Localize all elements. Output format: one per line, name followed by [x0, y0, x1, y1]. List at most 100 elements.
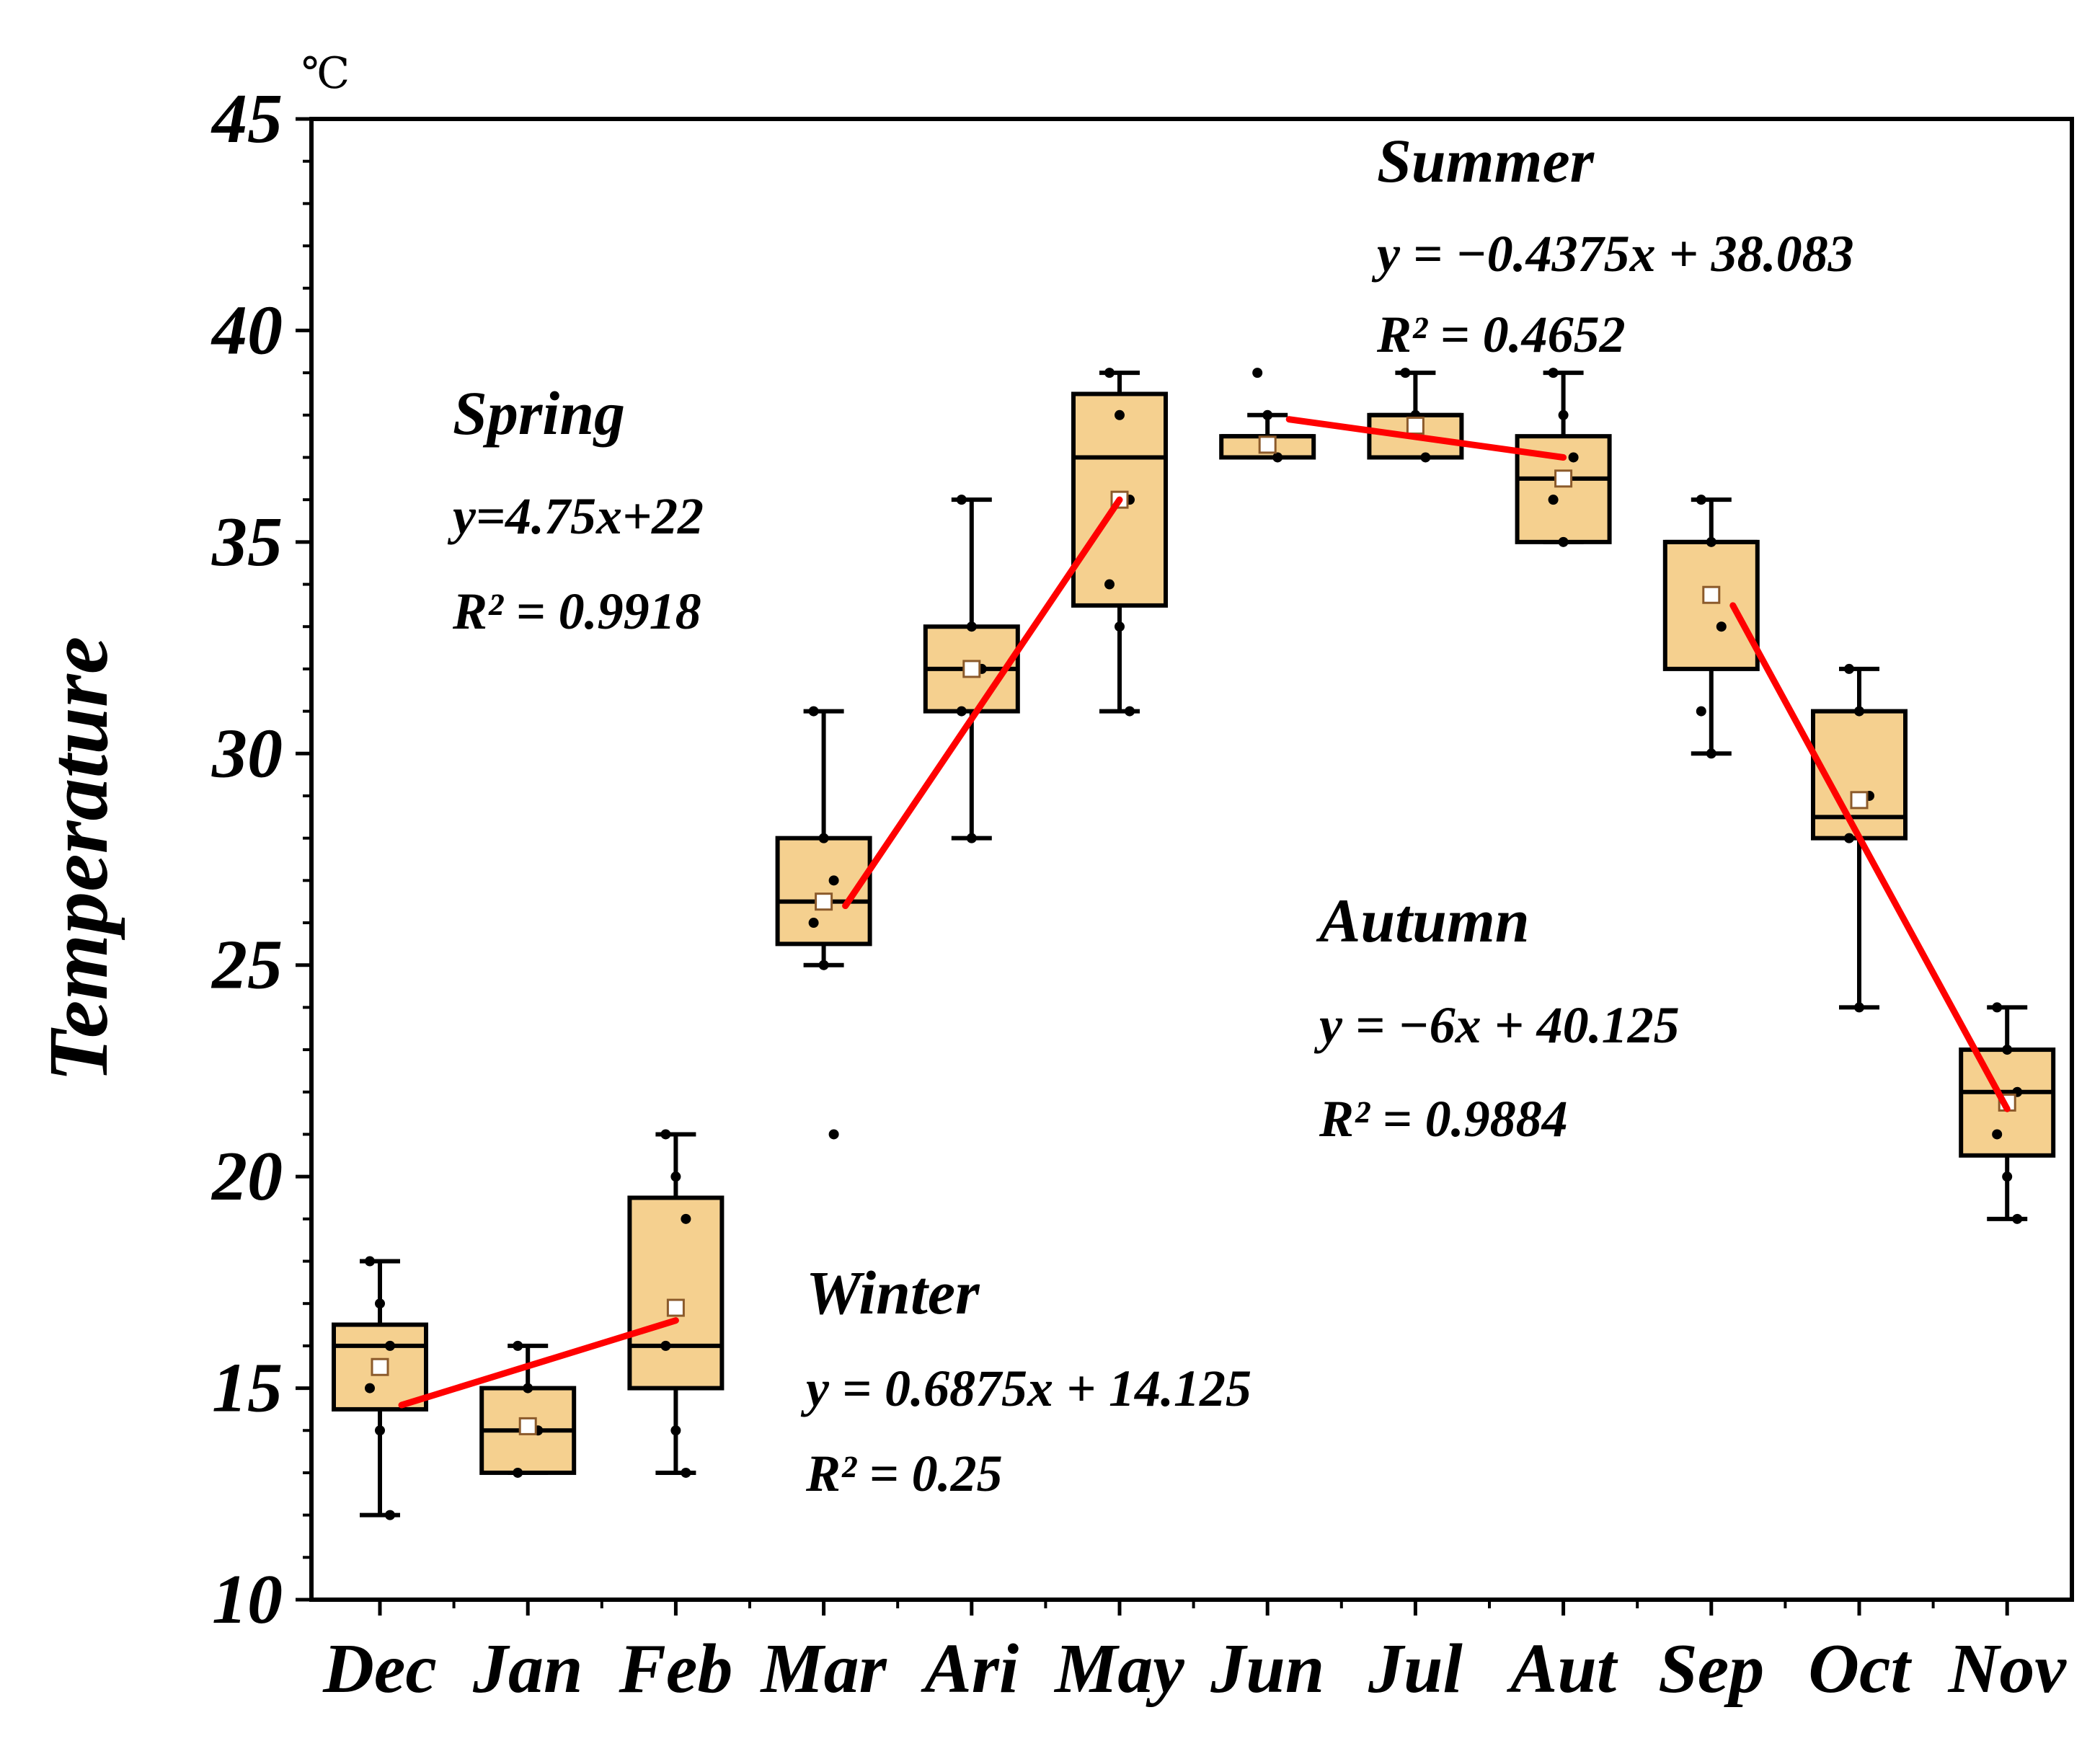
data-point	[2012, 1213, 2023, 1224]
box-sep	[1662, 495, 1760, 759]
box-aut	[1515, 368, 1612, 547]
annotation-winter: Winter y = 0.6875x + 14.125 R² = 0.25	[800, 1258, 1251, 1502]
data-point	[808, 918, 819, 929]
data-point	[2002, 1045, 2013, 1055]
y-axis: 10 15 20 25 30 35 40 45	[211, 80, 311, 1639]
season-title: Autumn	[1316, 886, 1530, 955]
data-point	[523, 1383, 533, 1394]
iqr-box	[627, 1195, 725, 1391]
mean-marker	[1850, 791, 1869, 810]
data-point	[956, 706, 967, 717]
data-point	[818, 960, 829, 970]
data-point	[1262, 409, 1273, 420]
x-tick-label: Jun	[1210, 1630, 1324, 1708]
iqr-box	[1662, 539, 1760, 671]
data-point	[670, 1425, 681, 1436]
data-point	[681, 1213, 691, 1224]
data-point	[966, 833, 977, 843]
data-point	[513, 1467, 523, 1478]
box-dec	[332, 1256, 428, 1520]
data-point	[375, 1425, 385, 1436]
mean-marker	[1554, 469, 1573, 488]
outlier-point	[828, 1129, 839, 1140]
data-point	[1568, 452, 1579, 463]
x-tick-label: Nov	[1948, 1630, 2068, 1708]
x-axis: Dec Jan Feb Mar Ari May Jun Jul Aut Sep Oct Nov	[322, 1600, 2067, 1708]
annotation-autumn: Autumn y = −6x + 40.125 R² = 0.9884	[1313, 886, 1680, 1148]
mean-marker	[371, 1357, 389, 1376]
data-point	[1420, 452, 1431, 463]
y-tick-label: 10	[212, 1561, 283, 1639]
data-point	[1844, 663, 1854, 674]
season-r-squared: R² = 0.4652	[1376, 306, 1626, 363]
mean-marker	[1702, 585, 1721, 604]
plot-frame	[309, 117, 2074, 1602]
data-point	[956, 495, 967, 505]
data-point	[660, 1340, 671, 1351]
data-point	[1104, 368, 1115, 378]
box-ari	[923, 495, 1020, 843]
data-point	[1104, 579, 1115, 590]
season-r-squared: R² = 0.25	[805, 1445, 1003, 1502]
box-may	[1071, 368, 1168, 717]
x-tick-label: Mar	[759, 1630, 887, 1708]
data-point	[1115, 409, 1125, 420]
mean-marker	[815, 892, 833, 911]
data-point	[1125, 706, 1135, 717]
data-point	[1854, 706, 1864, 717]
data-point	[1844, 833, 1854, 843]
data-point	[385, 1510, 395, 1520]
trend-line-spring	[842, 496, 1123, 910]
data-point	[1548, 368, 1559, 378]
data-point	[1716, 621, 1727, 632]
season-equation: y=4.75x+22	[447, 487, 704, 545]
y-tick-label: 45	[211, 80, 283, 158]
x-tick-label: Sep	[1658, 1630, 1764, 1708]
x-tick-label: Aut	[1506, 1630, 1618, 1708]
box-nov	[1959, 1002, 2056, 1224]
data-point	[660, 1129, 671, 1140]
data-point	[365, 1256, 375, 1267]
data-point	[1854, 1002, 1864, 1013]
y-axis-label: Temperature	[31, 637, 125, 1082]
data-point	[1252, 368, 1263, 378]
annotations: Spring y=4.75x+22 R² = 0.9918 Summer y = −0.…	[447, 126, 1854, 1502]
season-r-squared: R² = 0.9884	[1319, 1090, 1568, 1148]
y-tick-label: 20	[211, 1138, 283, 1215]
data-point	[1548, 495, 1559, 505]
box-mar	[775, 706, 872, 1140]
data-point	[670, 1171, 681, 1182]
data-point	[1558, 536, 1569, 547]
y-tick-label: 30	[211, 714, 283, 792]
data-point	[828, 875, 839, 886]
x-tick-label: Jul	[1368, 1630, 1463, 1708]
trend-line-winter	[398, 1317, 679, 1409]
season-r-squared: R² = 0.9918	[452, 582, 701, 640]
box-jun	[1219, 368, 1316, 463]
x-tick-label: May	[1053, 1630, 1184, 1708]
y-tick-label: 40	[211, 291, 283, 369]
data-point	[513, 1340, 523, 1351]
data-point	[365, 1383, 375, 1394]
box-jul	[1367, 368, 1464, 463]
mean-marker	[962, 660, 981, 678]
data-point	[2002, 1171, 2013, 1182]
data-point	[681, 1467, 691, 1478]
annotation-spring: Spring y=4.75x+22 R² = 0.9918	[447, 378, 704, 640]
x-tick-label: Ari	[920, 1630, 1019, 1708]
y-axis-unit: ℃	[301, 50, 350, 97]
season-title: Winter	[806, 1258, 980, 1327]
data-point	[1400, 368, 1411, 378]
mean-marker	[518, 1417, 537, 1435]
data-point	[1696, 706, 1706, 717]
season-equation: y = −6x + 40.125	[1313, 996, 1680, 1054]
y-tick-label: 35	[211, 503, 283, 581]
season-equation: y = 0.6875x + 14.125	[800, 1360, 1251, 1417]
trend-lines	[398, 416, 2011, 1409]
iqr-box	[1071, 391, 1168, 608]
data-point	[1992, 1129, 2003, 1140]
data-point	[808, 706, 819, 717]
data-point	[1558, 409, 1569, 420]
box-jan	[479, 1340, 577, 1478]
